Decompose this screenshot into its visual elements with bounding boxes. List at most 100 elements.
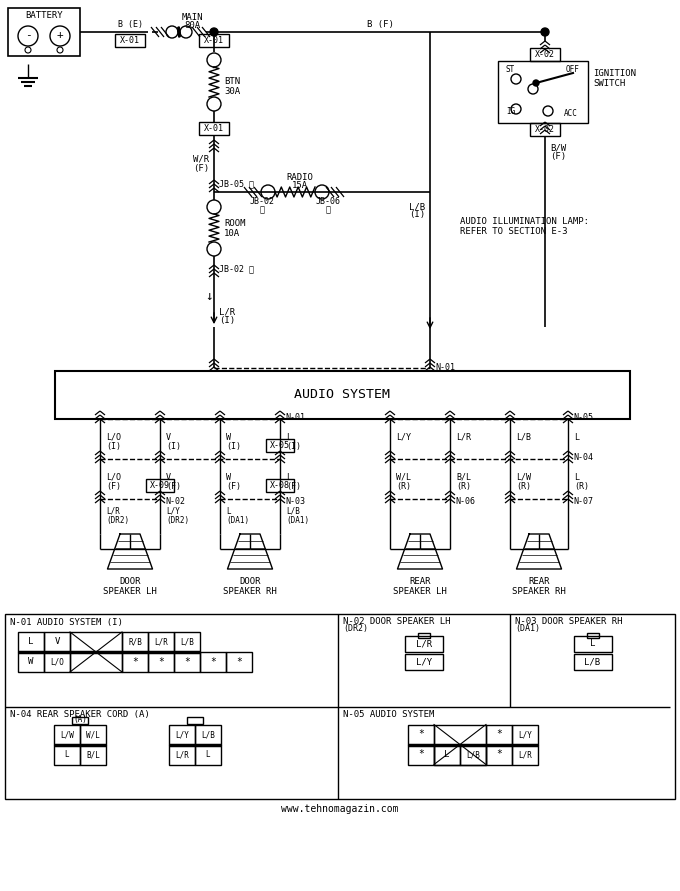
Text: (I): (I) [409, 210, 425, 219]
Text: L/R: L/R [456, 432, 471, 442]
Text: *: * [158, 657, 164, 667]
Text: L: L [286, 432, 291, 442]
Text: L/W: L/W [516, 472, 531, 481]
Text: DOOR: DOOR [119, 576, 141, 585]
Text: *: * [132, 657, 138, 667]
Text: L: L [574, 432, 579, 442]
Text: *: * [496, 749, 502, 759]
Text: (DA1): (DA1) [226, 516, 249, 525]
Text: (DR2): (DR2) [343, 625, 368, 634]
Text: L: L [590, 640, 595, 649]
Bar [72, 716, 88, 723]
Circle shape [533, 80, 539, 86]
Text: BATTERY: BATTERY [25, 12, 63, 20]
Text: L/O: L/O [106, 472, 121, 481]
Bar [80, 745, 106, 764]
Bar [148, 652, 174, 672]
Text: JB-02 ⓙ: JB-02 ⓙ [219, 265, 254, 274]
Bar [512, 724, 538, 745]
Bar [199, 122, 229, 135]
Bar [586, 633, 598, 638]
Bar [146, 479, 174, 492]
Text: N-04 REAR SPEAKER CORD (A): N-04 REAR SPEAKER CORD (A) [10, 710, 150, 719]
Text: (F): (F) [106, 483, 121, 492]
Bar [460, 745, 486, 764]
Text: REAR: REAR [409, 576, 430, 585]
Text: *: * [418, 730, 424, 740]
Text: W/L: W/L [86, 730, 100, 739]
Text: N-02: N-02 [165, 496, 185, 505]
Text: *: * [418, 749, 424, 759]
Bar [5, 614, 675, 799]
Text: W: W [29, 658, 34, 666]
Bar [174, 652, 200, 672]
Bar [434, 745, 460, 764]
Text: (F): (F) [193, 164, 209, 173]
Text: (R): (R) [516, 483, 531, 492]
Text: L/B: L/B [466, 750, 480, 759]
Text: L/R: L/R [154, 637, 168, 647]
Text: (I): (I) [219, 316, 235, 325]
Text: L/W: L/W [60, 730, 74, 739]
Text: W: W [226, 432, 231, 442]
Text: L/B: L/B [180, 637, 194, 647]
Bar [199, 34, 229, 47]
Text: JB-02: JB-02 [250, 198, 275, 207]
Text: *: * [496, 730, 502, 740]
Bar [486, 745, 512, 764]
Text: B/L: B/L [86, 750, 100, 759]
Text: B/W: B/W [550, 143, 566, 152]
Text: -: - [24, 30, 31, 40]
Text: ↓: ↓ [205, 290, 213, 304]
Text: (DR2): (DR2) [106, 516, 129, 525]
Text: ⒱: ⒱ [326, 206, 330, 215]
Bar [44, 632, 70, 652]
Text: AUDIO SYSTEM: AUDIO SYSTEM [294, 388, 390, 402]
Bar [573, 654, 611, 670]
Bar [80, 724, 106, 745]
Text: (R): (R) [456, 483, 471, 492]
Text: *: * [236, 657, 242, 667]
Text: N-06: N-06 [455, 496, 475, 505]
Text: L/R: L/R [219, 307, 235, 316]
Text: N-03: N-03 [285, 496, 305, 505]
Bar [530, 48, 560, 61]
Text: *: * [184, 657, 190, 667]
Text: N-05 AUDIO SYSTEM: N-05 AUDIO SYSTEM [343, 710, 435, 719]
Bar [266, 439, 294, 452]
Bar [70, 632, 122, 672]
Text: L: L [444, 750, 449, 759]
Text: SWITCH: SWITCH [593, 78, 625, 87]
Text: X-05: X-05 [270, 441, 290, 450]
Text: RADIO: RADIO [286, 174, 313, 183]
Text: W/R: W/R [193, 154, 209, 164]
Bar [418, 633, 430, 638]
Text: N-03 DOOR SPEAKER RH: N-03 DOOR SPEAKER RH [515, 617, 622, 625]
Bar [169, 745, 195, 764]
Text: (A): (A) [73, 715, 87, 724]
Text: N-02 DOOR SPEAKER LH: N-02 DOOR SPEAKER LH [343, 617, 450, 625]
Text: L: L [286, 472, 291, 481]
Bar [200, 652, 226, 672]
Text: L: L [29, 637, 34, 647]
Text: L/B: L/B [409, 202, 425, 211]
Text: V: V [166, 472, 171, 481]
Text: L/Y: L/Y [518, 730, 532, 739]
Text: L/Y: L/Y [166, 506, 180, 516]
Text: L/B: L/B [286, 506, 300, 516]
Text: ST: ST [506, 64, 515, 73]
Text: (F): (F) [550, 151, 566, 160]
Text: L/B: L/B [201, 730, 215, 739]
Text: N-05: N-05 [573, 413, 593, 421]
Text: OFF: OFF [566, 64, 580, 73]
Bar [408, 745, 434, 764]
Circle shape [210, 28, 218, 36]
Bar [8, 8, 80, 56]
Text: L/Y: L/Y [416, 658, 432, 666]
Bar [115, 34, 145, 47]
Bar [405, 636, 443, 652]
Text: AUDIO ILLUMINATION LAMP:: AUDIO ILLUMINATION LAMP: [460, 217, 589, 226]
Bar [148, 632, 174, 652]
Bar [486, 724, 512, 745]
Text: JB-05 Ⓕ: JB-05 Ⓕ [219, 179, 254, 189]
